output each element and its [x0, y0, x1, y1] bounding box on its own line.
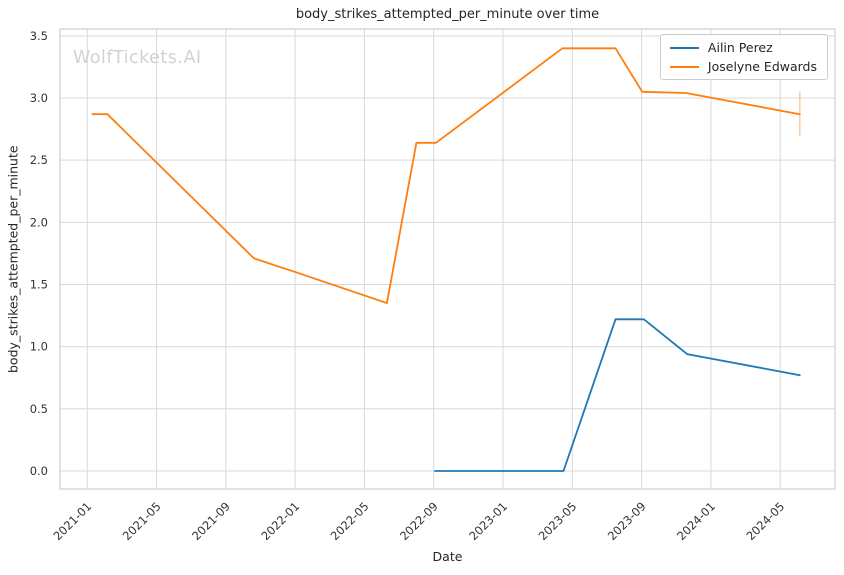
series-line-joselyne-edwards — [91, 47, 801, 305]
legend-label: Ailin Perez — [707, 40, 773, 55]
gridlines — [60, 29, 835, 489]
y-tick-label: 3.0 — [30, 91, 48, 105]
x-tick-label: 2021-09 — [189, 499, 233, 543]
x-tick-label: 2022-05 — [328, 499, 372, 543]
y-tick-label: 2.5 — [30, 153, 48, 167]
y-tick-label: 3.5 — [30, 29, 48, 43]
y-tick-label: 0.5 — [30, 402, 48, 416]
x-axis-label: Date — [432, 549, 463, 564]
chart-title: body_strikes_attempted_per_minute over t… — [295, 7, 600, 22]
x-tick-label: 2022-01 — [258, 499, 302, 543]
x-tick-label: 2021-05 — [120, 499, 164, 543]
x-tick-label: 2023-09 — [605, 499, 649, 543]
legend-item-ailin-perez: Ailin Perez — [669, 40, 817, 55]
plot-border — [59, 28, 836, 490]
series-line-ailin-perez — [433, 318, 801, 472]
x-tick-label: 2023-05 — [536, 499, 580, 543]
legend-item-joselyne-edwards: Joselyne Edwards — [669, 59, 817, 74]
x-tick-label: 2023-01 — [466, 499, 510, 543]
y-tick-label: 1.0 — [30, 340, 48, 354]
legend: Ailin Perez Joselyne Edwards — [659, 34, 828, 80]
watermark: WolfTickets.AI — [73, 48, 202, 68]
legend-line-icon — [669, 46, 699, 49]
x-tick-label: 2022-09 — [397, 499, 441, 543]
legend-label: Joselyne Edwards — [707, 59, 817, 74]
y-tick-labels: 0.0 0.5 1.0 1.5 2.0 2.5 3.0 3.5 — [30, 29, 48, 478]
x-tick-label: 2024-01 — [674, 499, 718, 543]
y-axis-label: body_strikes_attempted_per_minute — [5, 145, 21, 373]
y-tick-label: 1.5 — [30, 277, 48, 291]
y-tick-label: 0.0 — [30, 464, 48, 478]
x-tick-labels: 2021-01 2021-05 2021-09 2022-01 2022-05 2022-… — [50, 499, 787, 543]
x-tick-label: 2021-01 — [50, 499, 94, 543]
legend-line-icon — [669, 65, 699, 68]
x-tick-label: 2024-05 — [743, 499, 787, 543]
y-tick-label: 2.0 — [30, 215, 48, 229]
